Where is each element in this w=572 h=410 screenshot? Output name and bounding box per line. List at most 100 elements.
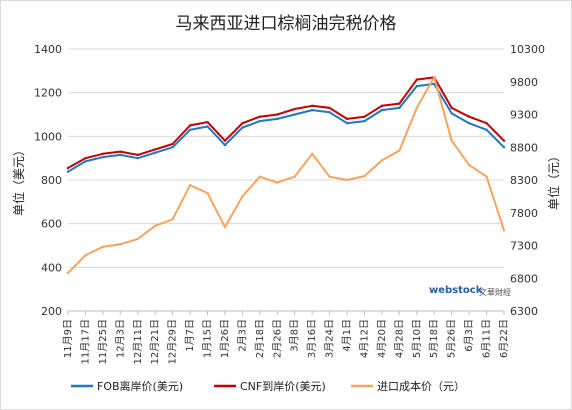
data-point xyxy=(415,84,418,88)
x-tick-label: 6月22日 xyxy=(498,319,510,358)
y-right-tick-label: 9800 xyxy=(510,76,538,89)
data-point xyxy=(293,175,296,178)
data-point xyxy=(154,148,157,151)
x-tick-label: 1月15日 xyxy=(202,319,214,358)
data-point xyxy=(84,160,87,163)
data-point xyxy=(136,156,139,160)
data-point xyxy=(171,218,174,221)
data-point xyxy=(450,112,453,115)
x-tick-label: 2月26日 xyxy=(271,319,283,358)
data-point xyxy=(276,117,279,121)
y-left-tick-label: 1000 xyxy=(34,130,62,143)
data-point xyxy=(328,175,331,178)
x-tick-label: 4月28日 xyxy=(393,319,405,358)
data-point xyxy=(450,139,453,142)
data-point xyxy=(84,254,87,257)
x-tick-label: 5月26日 xyxy=(446,319,458,358)
series-line xyxy=(67,82,505,173)
data-point xyxy=(502,139,506,142)
data-point xyxy=(154,224,157,228)
data-point xyxy=(223,143,227,147)
legend-item-label: 进口成本价（元） xyxy=(377,379,465,393)
y-right-tick-label: 7300 xyxy=(510,240,538,253)
data-point xyxy=(258,175,262,178)
watermark-sub-text: 文華財經 xyxy=(479,287,511,297)
data-point xyxy=(380,108,384,112)
data-point xyxy=(84,156,87,160)
x-tick-label: 3月8日 xyxy=(289,319,301,352)
data-point xyxy=(206,125,209,128)
data-point xyxy=(119,153,122,157)
data-point xyxy=(380,159,384,162)
data-point xyxy=(467,163,471,167)
y-left-tick-label: 600 xyxy=(41,218,62,231)
data-point xyxy=(136,237,139,241)
x-tick-label: 3月24日 xyxy=(324,319,336,358)
data-point xyxy=(276,181,279,184)
x-tick-label: 12月11日 xyxy=(132,319,144,364)
data-point xyxy=(119,242,122,246)
data-point xyxy=(433,75,436,79)
data-point xyxy=(119,150,122,153)
x-tick-label: 12月29日 xyxy=(167,319,179,364)
data-point xyxy=(345,178,349,182)
x-tick-label: 6月11日 xyxy=(481,319,493,358)
data-point xyxy=(502,229,506,232)
x-tick-label: 2月18日 xyxy=(254,319,266,358)
x-tick-label: 11月25日 xyxy=(97,319,109,364)
x-tick-label: 11月9日 xyxy=(62,319,74,358)
data-point xyxy=(363,119,366,123)
series-line xyxy=(67,76,505,274)
y-right-tick-label: 6800 xyxy=(510,272,538,285)
legend-item-label: FOB离岸价(美元) xyxy=(97,379,183,393)
legend-item-label: CNF到岸价(美元) xyxy=(240,380,326,393)
data-point xyxy=(415,106,418,110)
data-point xyxy=(101,152,105,155)
data-point xyxy=(171,142,174,146)
x-tick-label: 12月3日 xyxy=(114,319,126,358)
data-point xyxy=(188,124,192,127)
data-point xyxy=(293,107,296,111)
x-tick-label: 12月21日 xyxy=(149,319,161,364)
data-point xyxy=(206,120,209,124)
data-point xyxy=(433,82,436,86)
x-tick-label: 1月26日 xyxy=(219,319,231,358)
data-point xyxy=(398,149,401,152)
data-point xyxy=(206,191,209,195)
data-point xyxy=(188,184,192,187)
data-point xyxy=(310,108,314,112)
y-left-axis-label: 单位（美元） xyxy=(11,144,26,216)
data-point xyxy=(171,146,174,149)
data-point xyxy=(310,152,314,155)
data-point xyxy=(467,122,471,125)
y-left-tick-label: 200 xyxy=(41,305,62,318)
data-point xyxy=(188,128,192,131)
x-tick-label: 11月17日 xyxy=(79,319,91,364)
x-tick-label: 2月3日 xyxy=(236,319,248,352)
data-point xyxy=(101,245,105,249)
data-point xyxy=(241,195,244,198)
data-point xyxy=(415,78,418,81)
y-right-tick-label: 8300 xyxy=(510,174,538,187)
data-point xyxy=(450,106,453,110)
x-tick-label: 4月12日 xyxy=(358,319,370,358)
data-point xyxy=(345,122,349,125)
y-left-tick-label: 400 xyxy=(41,261,62,274)
x-tick-label: 5月18日 xyxy=(428,319,440,358)
data-point xyxy=(276,113,279,116)
data-point xyxy=(328,106,331,110)
data-point xyxy=(66,271,70,275)
x-tick-label: 4月1日 xyxy=(341,319,353,352)
data-point xyxy=(380,104,384,107)
data-point xyxy=(66,166,70,170)
data-point xyxy=(258,119,262,123)
data-point xyxy=(223,225,227,229)
watermark-logo-text: webstock xyxy=(429,285,483,296)
data-point xyxy=(66,170,70,173)
y-left-tick-label: 1400 xyxy=(34,43,62,56)
data-point xyxy=(485,128,488,131)
data-point xyxy=(485,122,488,125)
data-point xyxy=(241,122,244,125)
